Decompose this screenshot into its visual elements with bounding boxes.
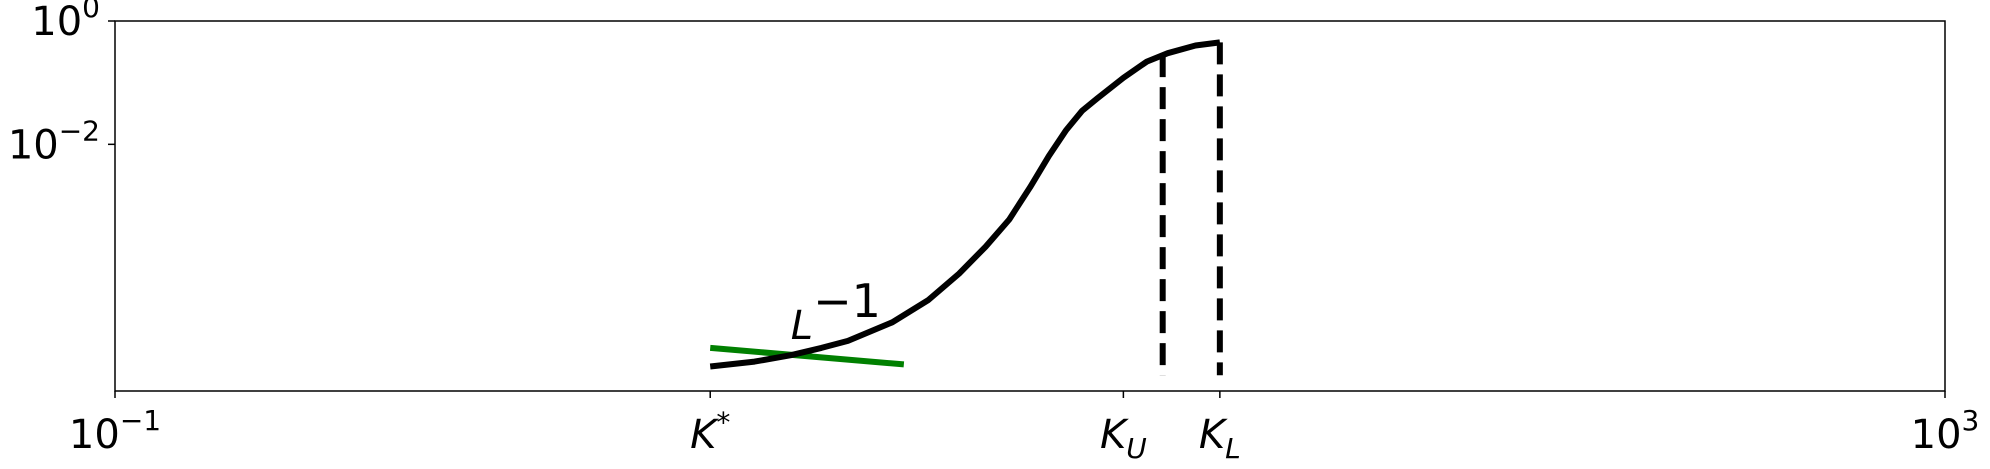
plot-area — [114, 20, 1946, 392]
y-tick-exponent-1: −2 — [59, 114, 100, 147]
x-tick-exponent-1: 3 — [1962, 404, 1980, 437]
named-tick-main-2: K — [1199, 412, 1228, 458]
x-tick-exponent-0: −1 — [120, 404, 161, 437]
y-tick-label-1: 10−2 — [8, 114, 100, 168]
y-tick-base-1: 10 — [8, 122, 59, 168]
reference-line-label: L−1 — [791, 274, 881, 349]
vlines-layer — [1159, 42, 1223, 376]
reference-line-layer: L−1 — [709, 274, 905, 368]
series-line-0 — [709, 39, 1221, 370]
x-tick-label-1: 103 — [1911, 404, 1980, 458]
named-tick-sub-1: U — [1126, 432, 1147, 465]
series-layer — [709, 39, 1221, 370]
reference-label-exponent: −1 — [813, 274, 881, 328]
reference-label-base: L — [791, 303, 813, 349]
reference-line — [709, 344, 905, 368]
x-tick-base-0: 10 — [69, 412, 120, 458]
named-tick-sub-2: L — [1225, 432, 1241, 465]
named-tick-label-2: KL — [1199, 412, 1241, 465]
x-tick-label-0: 10−1 — [69, 404, 161, 458]
named-tick-main-1: K — [1100, 412, 1129, 458]
named-tick-sup-0: * — [716, 406, 730, 439]
named-tick-label-0: K* — [690, 406, 730, 458]
y-tick-base-0: 10 — [31, 0, 82, 45]
named-tick-label-1: KU — [1100, 412, 1147, 465]
named-tick-main-0: K — [690, 412, 719, 458]
y-tick-label-0: 100 — [31, 0, 100, 45]
y-tick-exponent-0: 0 — [82, 0, 100, 24]
x-tick-base-1: 10 — [1911, 412, 1962, 458]
